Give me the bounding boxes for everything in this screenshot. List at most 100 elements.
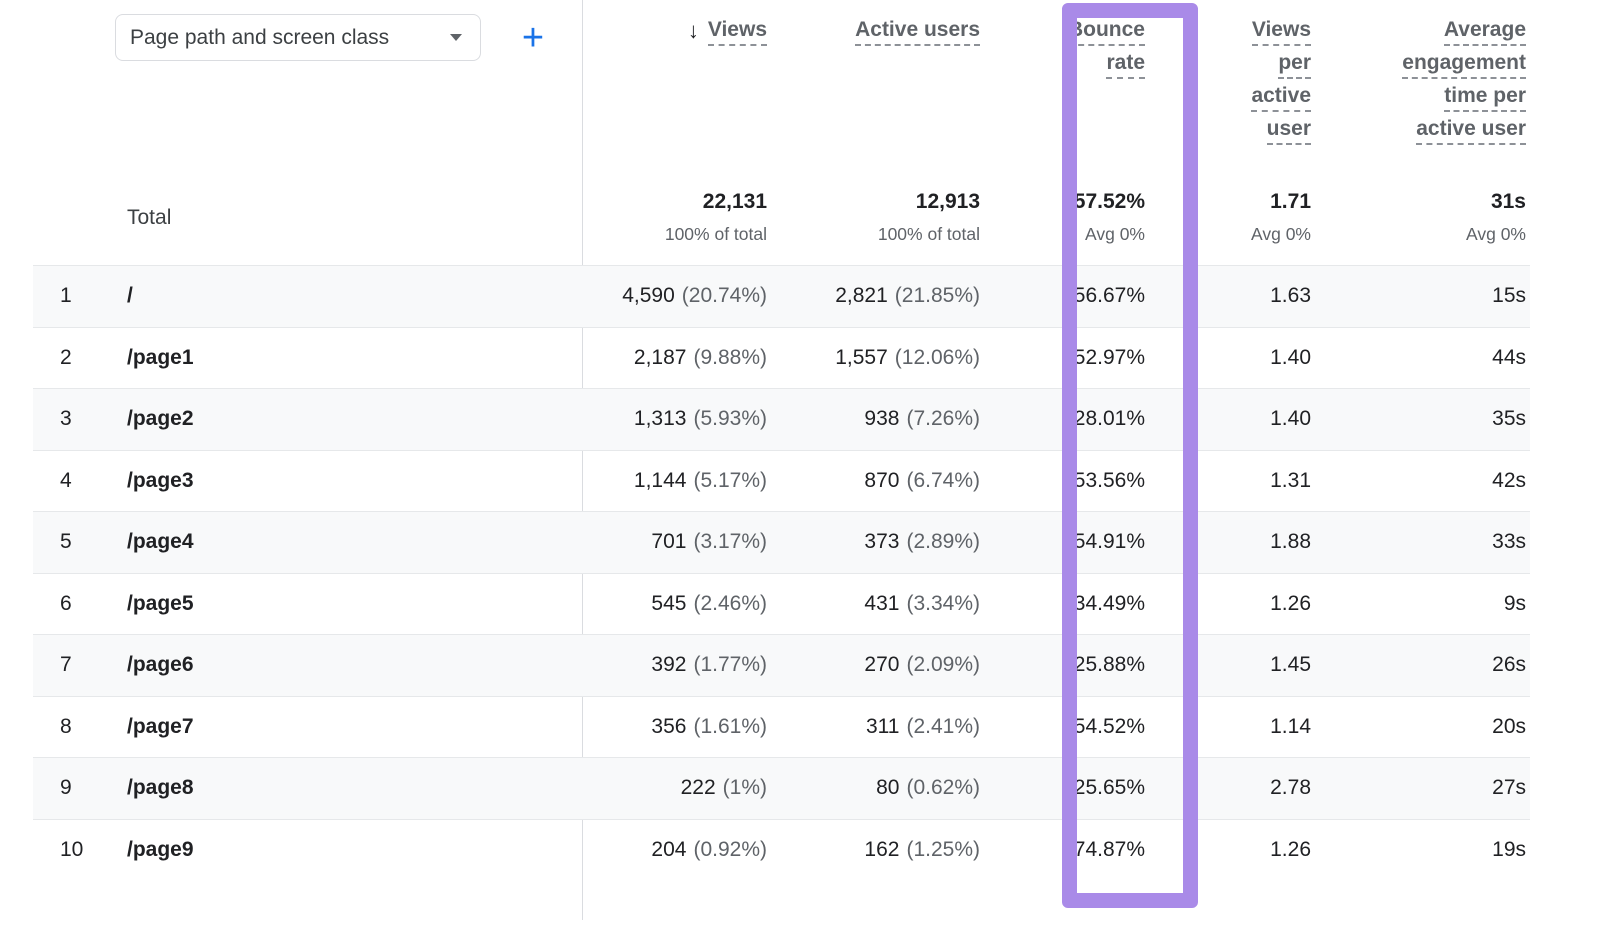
views-per-active-user-cell: 1.40 [1145,328,1311,389]
table-row: 6 /page5 545 (2.46%) 431 (3.34%) 34.49% 1.… [33,572,1530,635]
vpau-value: 1.40 [1270,345,1311,369]
active-users-cell: 373 (2.89%) [767,512,980,573]
row-rank: 3 [60,407,72,431]
add-dimension-button[interactable]: + [510,15,556,61]
header-aet-line: active user [1416,117,1526,145]
views-cell: 356 (1.61%) [582,697,767,758]
header-aet-line: engagement [1402,51,1526,79]
aet-value: 44s [1492,345,1526,369]
vpau-value: 1.45 [1270,653,1311,677]
bounce-rate-value: 25.88% [1073,653,1145,677]
views-percent: (1.61%) [693,714,767,738]
avg-engagement-cell: 33s [1311,512,1530,573]
total-bounce-rate-cell: 57.52% Avg 0% [980,170,1145,265]
header-avg-engagement-time[interactable]: Average engagement time per active user [1311,18,1530,150]
views-value: 1,144 [633,468,687,492]
header-vpau-line: per [1278,51,1311,79]
page-path: /page4 [127,530,194,554]
table-row: 8 /page7 356 (1.61%) 311 (2.41%) 54.52% 1.… [33,695,1530,758]
active-users-cell: 270 (2.09%) [767,635,980,696]
header-aet-line: Average [1443,18,1526,46]
page-path: / [127,284,133,308]
vpau-value: 1.26 [1270,837,1311,861]
total-views-cell: 22,131 100% of total [582,170,767,265]
vpau-value: 1.31 [1270,468,1311,492]
bounce-rate-cell: 56.67% [980,266,1145,327]
table-row: 5 /page4 701 (3.17%) 373 (2.89%) 54.91% 1.… [33,511,1530,573]
table-row: 9 /page8 222 (1%) 80 (0.62%) 25.65% 2.78 2… [33,757,1530,819]
column-divider [582,0,583,920]
table-header: ↓ Views Active users Bounce rate Views p… [33,0,1530,150]
row-rank: 1 [60,284,72,308]
total-views-value: 22,131 [702,190,767,213]
views-value: 2,187 [633,345,687,369]
avg-engagement-cell: 26s [1311,635,1530,696]
views-per-active-user-cell: 2.78 [1145,758,1311,819]
row-rank: 4 [60,468,72,492]
avg-engagement-cell: 19s [1311,820,1530,881]
views-cell: 1,144 (5.17%) [582,451,767,512]
bounce-rate-value: 54.91% [1073,530,1145,554]
bounce-rate-value: 25.65% [1073,776,1145,800]
bounce-rate-value: 34.49% [1073,591,1145,615]
aet-value: 26s [1492,653,1526,677]
aet-value: 9s [1503,591,1526,615]
page-path: /page7 [127,714,194,738]
vpau-value: 1.40 [1270,407,1311,431]
row-rank: 6 [60,591,72,615]
header-active-users[interactable]: Active users [767,18,980,150]
page-path: /page5 [127,591,194,615]
views-value: 222 [680,776,716,800]
page-path: /page3 [127,468,194,492]
header-vpau-line: Views [1251,18,1311,46]
total-avg-engagement-cell: 31s Avg 0% [1311,170,1530,265]
row-rank: 7 [60,653,72,677]
active-users-value: 938 [864,407,900,431]
total-vpau-sub: Avg 0% [1251,224,1311,244]
views-percent: (20.74%) [681,284,767,308]
bounce-rate-value: 54.52% [1073,714,1145,738]
row-rank: 2 [60,345,72,369]
row-rank: 10 [60,837,84,861]
views-cell: 545 (2.46%) [582,574,767,635]
table-row: 2 /page1 2,187 (9.88%) 1,557 (12.06%) 52.9… [33,326,1530,389]
header-bounce-rate[interactable]: Bounce rate [980,18,1145,150]
header-views[interactable]: ↓ Views [582,18,767,150]
header-active-users-label: Active users [855,18,980,46]
views-cell: 4,590 (20.74%) [582,266,767,327]
active-users-cell: 431 (3.34%) [767,574,980,635]
sort-descending-icon[interactable]: ↓ [687,18,699,43]
avg-engagement-cell: 15s [1311,266,1530,327]
active-users-value: 373 [864,530,900,554]
bounce-rate-cell: 54.52% [980,697,1145,758]
header-bounce-rate-line: Bounce [1067,18,1145,46]
views-percent: (3.17%) [693,530,767,554]
views-per-active-user-cell: 1.40 [1145,389,1311,450]
vpau-value: 2.78 [1270,776,1311,800]
views-value: 356 [651,714,687,738]
vpau-value: 1.63 [1270,284,1311,308]
vpau-value: 1.26 [1270,591,1311,615]
bounce-rate-cell: 52.97% [980,328,1145,389]
active-users-percent: (3.34%) [906,591,980,615]
total-views-per-active-user-cell: 1.71 Avg 0% [1145,170,1311,265]
header-views-per-active-user[interactable]: Views per active user [1145,18,1311,150]
aet-value: 19s [1492,837,1526,861]
total-rank-spacer [33,170,127,265]
views-per-active-user-cell: 1.26 [1145,574,1311,635]
total-views-sub: 100% of total [664,224,767,244]
views-percent: (9.88%) [693,345,767,369]
views-per-active-user-cell: 1.26 [1145,820,1311,881]
views-per-active-user-cell: 1.31 [1145,451,1311,512]
page-path: /page8 [127,776,194,800]
active-users-cell: 870 (6.74%) [767,451,980,512]
dimension-dropdown[interactable]: Page path and screen class [115,14,481,61]
page-path: /page2 [127,407,194,431]
header-views-label: Views [707,18,767,46]
active-users-value: 870 [864,468,900,492]
table-body: 1 / 4,590 (20.74%) 2,821 (21.85%) 56.67% 1… [33,265,1530,880]
bounce-rate-value: 74.87% [1073,837,1145,861]
header-rank-spacer [33,18,127,150]
table-row: 1 / 4,590 (20.74%) 2,821 (21.85%) 56.67% 1… [33,265,1530,327]
active-users-percent: (21.85%) [894,284,980,308]
